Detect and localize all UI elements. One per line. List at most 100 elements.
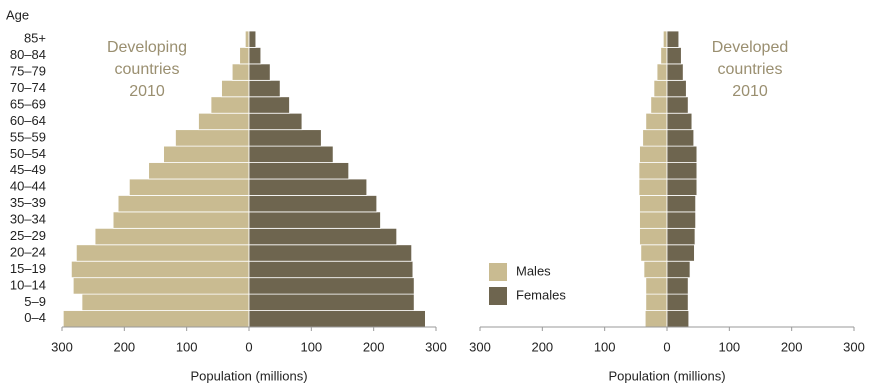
bar bbox=[148, 162, 250, 180]
bar bbox=[75, 244, 250, 262]
bar bbox=[653, 79, 668, 98]
bar bbox=[94, 227, 250, 246]
bar bbox=[239, 47, 250, 65]
x-tick-label: 300 bbox=[425, 339, 447, 354]
x-tick-label: 200 bbox=[363, 339, 385, 354]
bar bbox=[666, 178, 698, 196]
bar bbox=[81, 293, 250, 311]
bar bbox=[248, 227, 398, 246]
bar bbox=[128, 178, 250, 196]
chart-title: Developed bbox=[712, 39, 789, 56]
bar bbox=[112, 211, 250, 229]
bar bbox=[639, 211, 668, 229]
y-axis-label: Age bbox=[6, 7, 29, 22]
x-tick-label: 200 bbox=[781, 339, 803, 354]
bar bbox=[666, 47, 682, 65]
bar bbox=[248, 178, 368, 196]
x-tick-label: 100 bbox=[300, 339, 322, 354]
bar bbox=[248, 79, 281, 98]
x-axis-label: Population (millions) bbox=[190, 368, 307, 383]
bar bbox=[248, 96, 290, 114]
bar bbox=[656, 63, 668, 81]
bar bbox=[248, 260, 414, 279]
y-tick-label: 80–84 bbox=[10, 47, 46, 62]
bar bbox=[666, 244, 695, 262]
y-tick-label: 50–54 bbox=[10, 146, 46, 161]
bar bbox=[666, 293, 689, 311]
bar bbox=[163, 145, 250, 163]
chart-title: Developing bbox=[107, 39, 187, 56]
y-tick-label: 5–9 bbox=[24, 294, 46, 309]
y-tick-label: 20–24 bbox=[10, 244, 46, 259]
bar bbox=[638, 162, 668, 180]
y-tick-label: 55–59 bbox=[10, 129, 46, 144]
bar bbox=[248, 277, 415, 295]
bar bbox=[666, 162, 698, 180]
bar bbox=[666, 310, 690, 328]
bar bbox=[645, 112, 668, 131]
bar bbox=[660, 47, 668, 65]
bar bbox=[639, 195, 668, 213]
bar bbox=[248, 310, 426, 328]
bar bbox=[639, 145, 668, 163]
bar bbox=[72, 277, 250, 295]
bar bbox=[650, 96, 668, 114]
bar bbox=[231, 63, 250, 81]
legend-label: Females bbox=[516, 287, 566, 302]
chart-title: countries bbox=[718, 61, 783, 78]
bar bbox=[666, 195, 697, 213]
x-tick-label: 100 bbox=[176, 339, 198, 354]
bar bbox=[666, 112, 693, 131]
bar bbox=[644, 310, 668, 328]
bar bbox=[248, 211, 381, 229]
bar bbox=[640, 244, 668, 262]
bar bbox=[248, 63, 271, 81]
y-tick-label: 30–34 bbox=[10, 212, 46, 227]
y-tick-label: 85+ bbox=[24, 31, 46, 46]
x-tick-label: 100 bbox=[594, 339, 616, 354]
x-axis-label: Population (millions) bbox=[608, 368, 725, 383]
y-tick-label: 35–39 bbox=[10, 195, 46, 210]
legend-label: Males bbox=[516, 263, 551, 278]
y-tick-label: 65–69 bbox=[10, 96, 46, 111]
bar bbox=[666, 30, 680, 48]
bar bbox=[198, 112, 250, 131]
y-tick-label: 60–64 bbox=[10, 113, 46, 128]
x-tick-label: 0 bbox=[245, 339, 252, 354]
y-tick-label: 75–79 bbox=[10, 64, 46, 79]
bar bbox=[210, 96, 250, 114]
bar bbox=[248, 112, 303, 131]
bar bbox=[666, 79, 687, 98]
bar bbox=[248, 195, 378, 213]
x-tick-label: 300 bbox=[843, 339, 865, 354]
y-tick-label: 25–29 bbox=[10, 228, 46, 243]
y-tick-label: 10–14 bbox=[10, 277, 46, 292]
bar bbox=[666, 211, 697, 229]
bar bbox=[248, 145, 334, 163]
bar bbox=[248, 47, 262, 65]
bar bbox=[244, 30, 250, 48]
bar bbox=[666, 129, 695, 147]
bar bbox=[175, 129, 250, 147]
y-tick-label: 0–4 bbox=[24, 310, 46, 325]
bar bbox=[666, 260, 691, 279]
bar bbox=[117, 195, 250, 213]
bar bbox=[645, 277, 668, 295]
x-tick-label: 300 bbox=[469, 339, 491, 354]
bar bbox=[666, 277, 689, 295]
chart-title: 2010 bbox=[732, 83, 768, 100]
legend-swatch bbox=[489, 263, 507, 281]
chart-title: 2010 bbox=[129, 83, 165, 100]
bar bbox=[666, 63, 684, 81]
y-tick-label: 40–44 bbox=[10, 179, 46, 194]
bar bbox=[221, 79, 250, 98]
bar bbox=[639, 227, 668, 246]
bar bbox=[643, 260, 668, 279]
bar bbox=[662, 30, 668, 48]
bar bbox=[70, 260, 250, 279]
legend-swatch bbox=[489, 287, 507, 305]
bar bbox=[248, 293, 415, 311]
x-tick-label: 100 bbox=[718, 339, 740, 354]
x-tick-label: 300 bbox=[51, 339, 73, 354]
